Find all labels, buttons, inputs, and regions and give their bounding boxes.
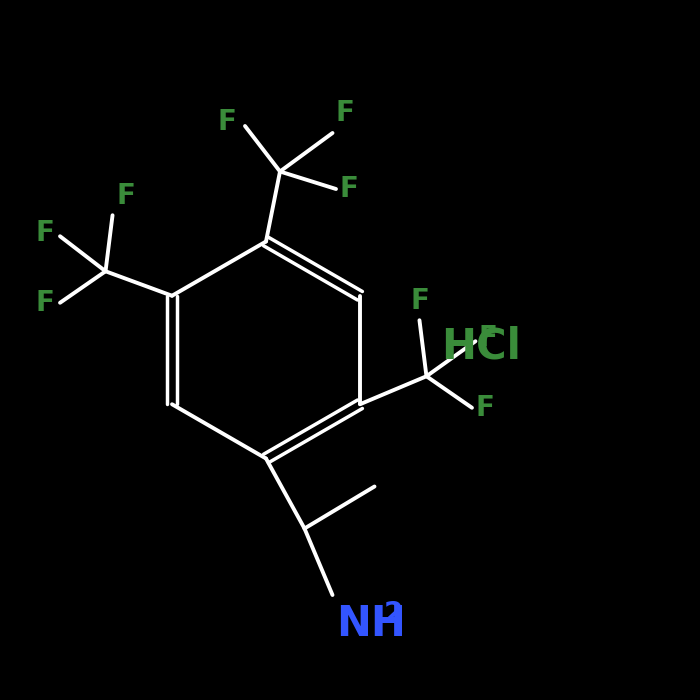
- Text: F: F: [218, 108, 237, 136]
- Text: F: F: [36, 288, 55, 316]
- Text: F: F: [36, 218, 55, 246]
- Text: F: F: [336, 99, 355, 127]
- Text: F: F: [116, 181, 135, 210]
- Text: F: F: [340, 175, 358, 203]
- Text: F: F: [475, 393, 494, 421]
- Text: F: F: [479, 323, 498, 351]
- Text: 2: 2: [384, 600, 403, 628]
- Text: F: F: [410, 287, 429, 315]
- Text: HCl: HCl: [441, 326, 521, 368]
- Text: NH: NH: [336, 603, 406, 645]
